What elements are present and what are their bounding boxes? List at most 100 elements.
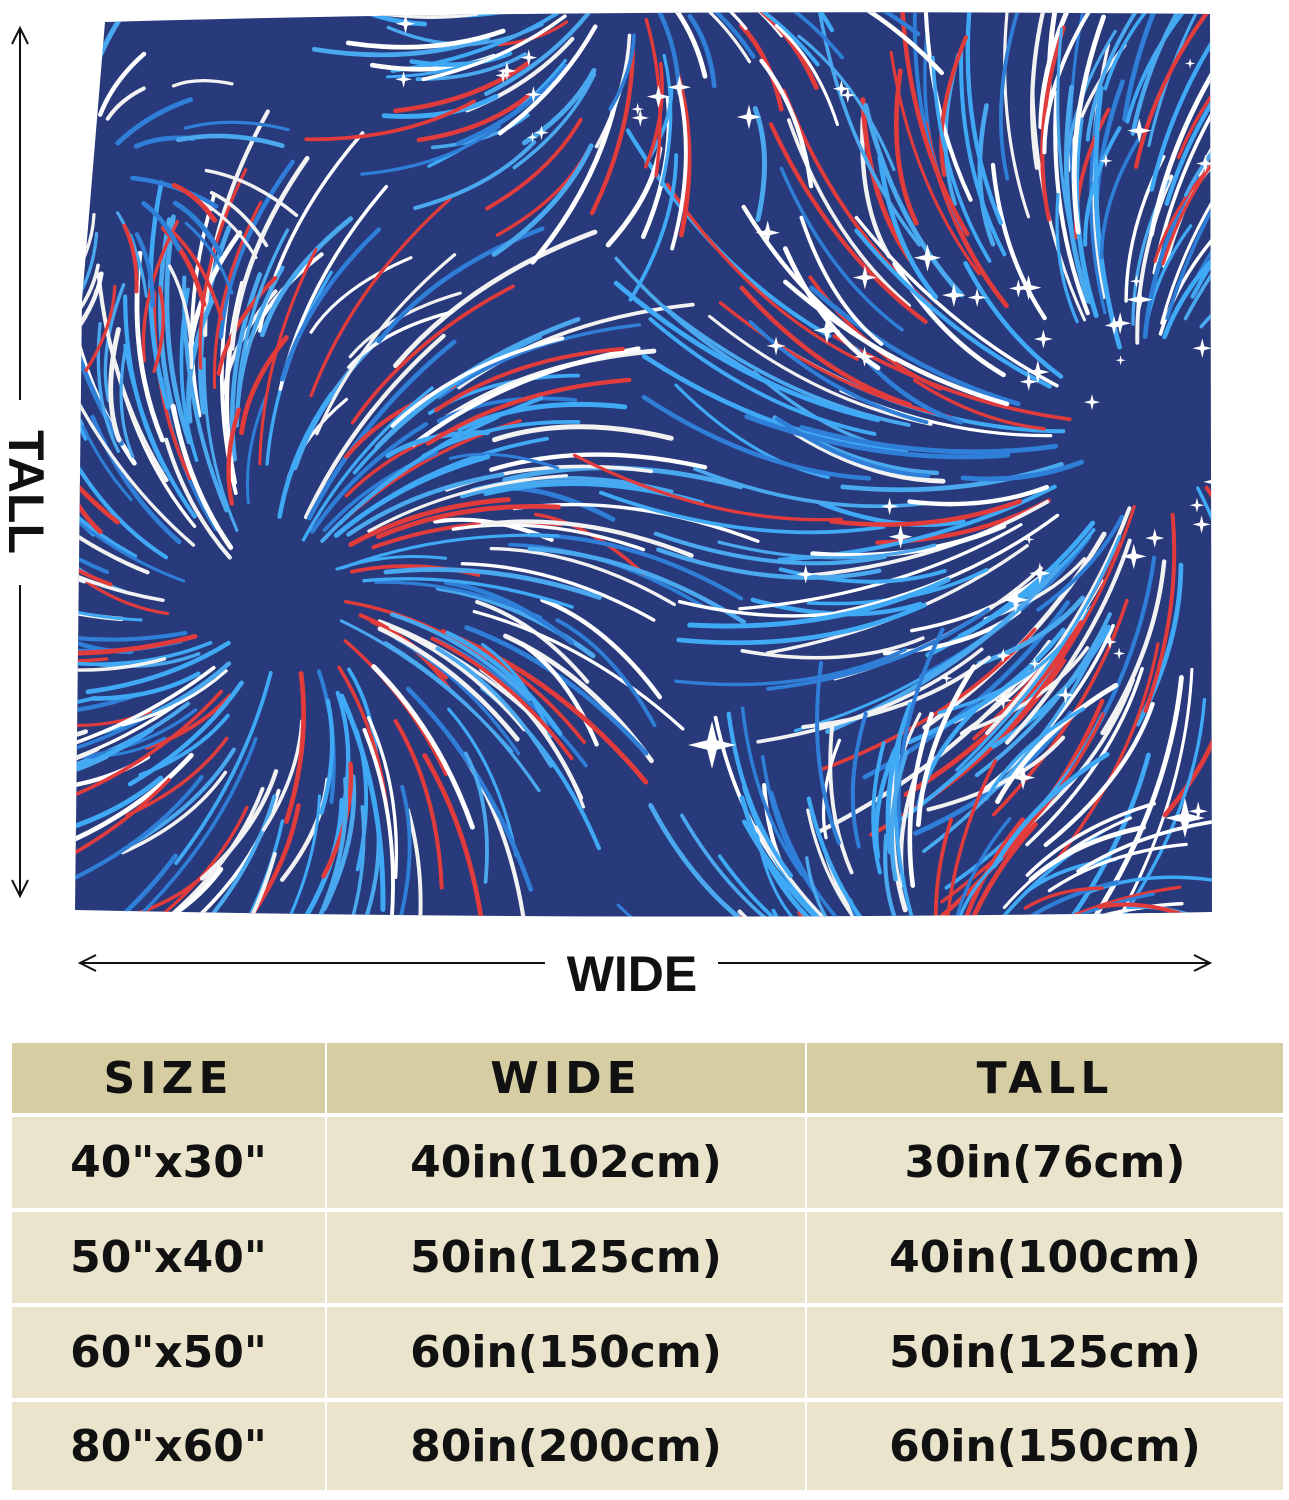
spark — [1222, 178, 1289, 244]
spark — [860, 116, 892, 259]
spark — [0, 120, 48, 171]
spark — [680, 813, 805, 917]
star — [1188, 801, 1208, 821]
star — [1102, 635, 1117, 649]
star — [1121, 543, 1147, 570]
star — [755, 220, 780, 245]
spark — [464, 625, 649, 756]
spark — [893, 734, 915, 917]
spark — [377, 626, 520, 742]
spark — [1176, 12, 1212, 160]
spark — [963, 261, 1064, 379]
spark — [0, 242, 61, 316]
spark — [1010, 885, 1182, 917]
spark — [202, 357, 239, 532]
star — [813, 317, 841, 344]
spark — [1023, 886, 1104, 910]
spark — [198, 168, 248, 370]
spark — [259, 216, 354, 338]
table-cell: 60in(150cm) — [327, 1307, 805, 1398]
spark — [829, 499, 1023, 527]
spark — [1242, 75, 1289, 240]
spark — [738, 915, 893, 917]
spark — [828, 724, 854, 875]
spark — [768, 122, 928, 324]
star — [1231, 368, 1241, 378]
spark — [84, 284, 117, 373]
star — [1099, 154, 1113, 168]
spark — [797, 34, 896, 172]
spark — [75, 729, 88, 752]
star — [1115, 355, 1126, 366]
spark — [1285, 20, 1289, 165]
star — [1056, 686, 1075, 704]
spark — [1153, 146, 1212, 264]
star — [1145, 528, 1165, 548]
spark — [279, 0, 459, 3]
table-cell: SIZE — [12, 1043, 325, 1113]
spark — [172, 200, 224, 257]
spark — [1100, 559, 1167, 736]
spark — [374, 580, 543, 619]
star — [736, 104, 762, 130]
spark — [676, 602, 927, 646]
star — [1026, 360, 1050, 384]
spark — [1099, 137, 1141, 260]
spark — [197, 199, 258, 260]
spark — [123, 343, 197, 519]
spark — [993, 892, 1156, 917]
spark — [989, 915, 1070, 917]
star — [1184, 58, 1196, 69]
spark — [75, 727, 154, 803]
star — [1216, 632, 1244, 660]
spark — [1238, 266, 1289, 318]
table-cell: TALL — [807, 1043, 1283, 1113]
spark — [1093, 85, 1122, 350]
spark — [483, 12, 591, 97]
spark — [674, 70, 692, 238]
spark — [974, 612, 1112, 778]
spark — [854, 228, 1052, 389]
spark — [190, 193, 216, 418]
spark — [164, 214, 192, 445]
spark — [740, 706, 804, 877]
spark — [75, 641, 213, 666]
spark — [959, 47, 1007, 257]
spark — [0, 729, 44, 748]
spark — [1236, 550, 1246, 675]
spark — [430, 636, 574, 761]
spark — [1118, 932, 1267, 960]
spark — [907, 711, 934, 888]
spark — [345, 28, 506, 50]
spark — [1018, 901, 1184, 917]
star — [996, 650, 1008, 663]
spark — [258, 247, 318, 466]
star — [1002, 587, 1029, 613]
spark — [944, 759, 998, 917]
spark — [388, 624, 527, 732]
spark — [1051, 1001, 1182, 1020]
spark — [120, 770, 228, 855]
spark — [489, 546, 676, 607]
star — [1109, 312, 1132, 335]
star — [1009, 279, 1028, 298]
star — [525, 86, 542, 103]
spark — [1223, 470, 1286, 576]
fireworks — [0, 0, 1289, 1020]
spark — [931, 55, 992, 263]
spark — [1253, 88, 1289, 253]
star — [853, 265, 877, 290]
spark — [648, 317, 877, 436]
spark — [955, 534, 1122, 772]
spark — [1227, 224, 1289, 334]
spark — [840, 461, 1064, 493]
spark — [411, 346, 641, 447]
spark — [339, 619, 514, 753]
spark — [75, 752, 194, 860]
spark — [1158, 221, 1212, 336]
spark — [75, 436, 103, 535]
spark — [1031, 985, 1141, 1014]
spark — [926, 735, 1066, 812]
spark — [834, 513, 1060, 615]
spark — [0, 552, 4, 634]
